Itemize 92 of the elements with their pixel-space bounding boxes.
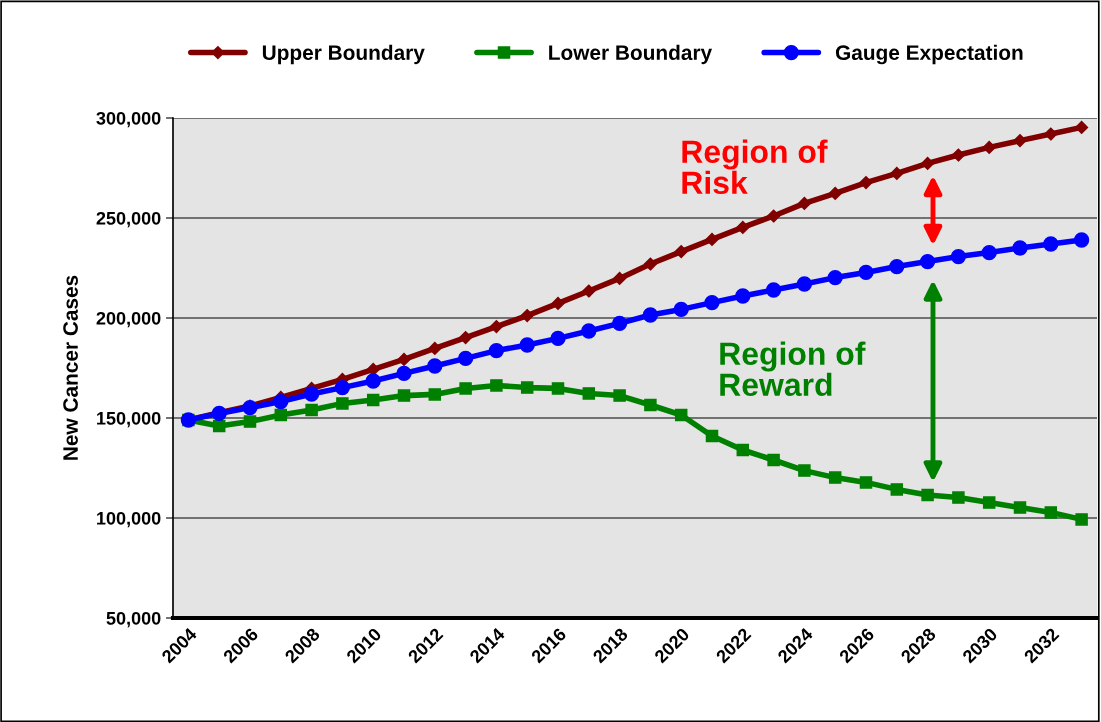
point [828,471,842,484]
point [243,415,257,428]
point [459,331,473,345]
point [642,307,659,323]
y-tick-label: 100,000 [97,511,161,528]
y-tick-label: 150,000 [97,411,161,428]
point [273,393,289,410]
legend-label: Lower Boundary [549,44,713,65]
point [735,288,751,304]
y-tick-label: 300,000 [96,111,161,128]
point [921,156,935,170]
point [828,186,842,200]
point [1044,127,1058,141]
point [459,382,472,395]
legend-label: Upper Boundary [262,44,425,65]
point [952,491,965,504]
point [705,232,719,246]
point [397,389,411,402]
annotation: Region of Risk [682,139,828,195]
point [366,393,380,407]
point [858,264,874,281]
point [674,245,688,259]
point [1012,240,1028,256]
point [613,389,626,402]
point [796,276,813,292]
legend-label: Gauge Expectation [835,44,1023,65]
point [550,330,566,347]
y-tick-label: 50,000 [106,611,161,628]
annotation: Region of Reward [720,341,866,397]
point [921,488,934,502]
y-axis-title: New Cancer Cases [63,275,78,460]
point [736,220,750,234]
point [551,296,565,310]
point [581,323,597,339]
point [519,337,535,353]
point [305,403,318,417]
point [428,388,442,401]
point [950,248,967,265]
point [890,483,904,496]
point [1013,501,1027,514]
point [644,398,657,412]
point [428,341,442,355]
point [488,342,505,359]
point [889,258,905,275]
point [336,397,349,410]
y-tick-label: 200,000 [96,311,161,328]
point [859,476,873,489]
point [613,271,627,285]
point [274,408,288,422]
point [982,140,996,154]
point [643,257,657,271]
point [1073,232,1090,248]
point [490,379,503,392]
point [365,373,381,389]
point [520,381,534,394]
point [582,284,596,298]
point [797,196,811,210]
point [827,269,843,286]
point [798,464,811,477]
point [334,379,351,396]
point [981,244,997,261]
point [767,209,781,223]
point [582,387,596,400]
point [611,315,628,332]
point [736,443,750,457]
point [212,419,226,433]
y-tick-label: 250,000 [96,211,161,228]
point [396,365,412,382]
point [1013,134,1027,148]
point [919,253,936,270]
point [951,148,965,162]
point [674,408,688,422]
point [303,386,320,402]
point [982,496,996,509]
point [489,320,503,334]
point [427,358,443,374]
point [765,282,782,298]
point [366,362,380,376]
point [705,429,719,443]
point [520,309,534,323]
point [1043,236,1059,252]
point [1044,506,1058,519]
point [1075,120,1089,134]
point [1075,513,1088,526]
point [551,382,565,395]
point [673,301,689,318]
point [397,352,411,366]
point [457,350,474,367]
point [890,166,904,180]
point [767,453,780,467]
point [859,176,873,190]
point [704,294,720,311]
